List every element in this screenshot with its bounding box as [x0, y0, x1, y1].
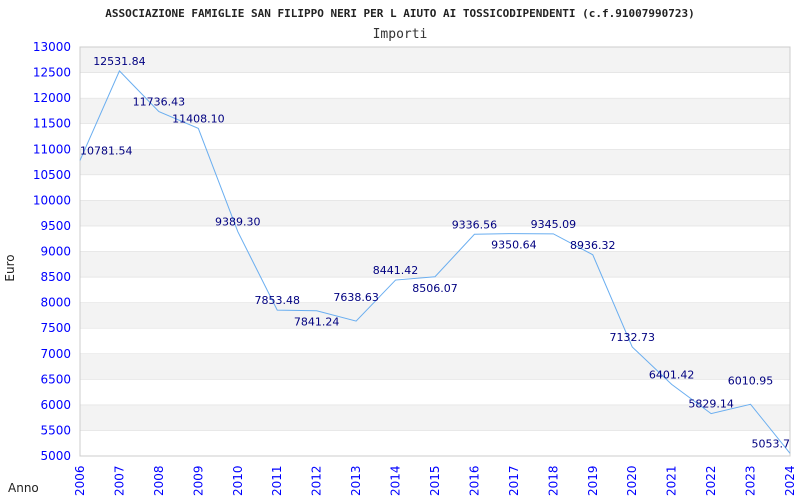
x-tick-label: 2018 [546, 465, 560, 496]
data-label: 9336.56 [452, 218, 498, 231]
data-label: 10781.54 [80, 144, 133, 157]
y-tick-label: 12000 [33, 91, 71, 105]
chart-title: ASSOCIAZIONE FAMIGLIE SAN FILIPPO NERI P… [105, 7, 694, 20]
grid-band [79, 174, 791, 201]
data-label: 9389.30 [215, 216, 261, 229]
y-tick-label: 11000 [33, 142, 71, 156]
y-tick-label: 6500 [40, 372, 71, 386]
x-tick-label: 2012 [310, 465, 324, 496]
x-tick-label: 2015 [428, 465, 442, 496]
data-label: 6010.95 [728, 374, 774, 387]
y-tick-label: 8000 [40, 296, 71, 310]
grid-band [79, 379, 791, 406]
grid-band [79, 302, 791, 329]
x-tick-label: 2017 [507, 465, 521, 496]
data-label: 7841.24 [294, 316, 340, 329]
y-tick-label: 6000 [40, 398, 71, 412]
grid-band [79, 149, 791, 176]
grid-band [79, 123, 791, 150]
x-tick-label: 2013 [349, 465, 363, 496]
data-label: 8936.32 [570, 239, 616, 252]
x-tick-label: 2021 [665, 465, 679, 496]
y-tick-label: 5000 [40, 449, 71, 463]
data-label: 9345.09 [531, 218, 577, 231]
chart-subtitle: Importi [373, 27, 428, 42]
data-label: 5053.7 [752, 437, 791, 450]
x-tick-label: 2020 [625, 465, 639, 496]
grid-band [79, 225, 791, 252]
grid-band [79, 251, 791, 278]
series-line [79, 70, 791, 454]
y-tick-label: 7000 [40, 347, 71, 361]
data-label: 7132.73 [609, 331, 655, 344]
x-tick-label: 2023 [744, 465, 758, 496]
y-tick-label: 8500 [40, 270, 71, 284]
x-tick-label: 2022 [704, 465, 718, 496]
grid-band [79, 327, 791, 354]
x-tick-label: 2024 [783, 465, 797, 496]
y-tick-label: 9000 [40, 245, 71, 259]
data-label: 7638.63 [333, 291, 379, 304]
x-axis-label: Anno [8, 481, 39, 495]
data-label: 8441.42 [373, 264, 419, 277]
x-tick-label: 2008 [152, 465, 166, 496]
y-tick-label: 13000 [33, 40, 71, 54]
y-tick-label: 11500 [33, 117, 71, 131]
y-tick-label: 9500 [40, 219, 71, 233]
data-label: 11736.43 [133, 96, 186, 109]
grid-band [79, 276, 791, 303]
y-tick-label: 12500 [33, 66, 71, 80]
x-tick-label: 2011 [270, 465, 284, 496]
grid-band [79, 404, 791, 431]
x-tick-label: 2010 [231, 465, 245, 496]
plot-frame [79, 46, 791, 457]
y-tick-label: 5500 [40, 423, 71, 437]
data-label: 8506.07 [412, 282, 458, 295]
x-tick-label: 2006 [73, 465, 87, 496]
data-label: 5829.14 [688, 398, 734, 411]
x-tick-label: 2019 [586, 465, 600, 496]
y-tick-label: 7500 [40, 321, 71, 335]
grid-band [79, 430, 791, 457]
data-label: 6401.42 [649, 368, 695, 381]
data-label: 9350.64 [491, 239, 537, 252]
x-tick-label: 2016 [467, 465, 481, 496]
x-tick-label: 2014 [389, 465, 403, 496]
y-tick-label: 10000 [33, 193, 71, 207]
y-axis-label: Euro [3, 254, 17, 281]
grid-band [79, 46, 791, 73]
x-tick-label: 2009 [191, 465, 205, 496]
data-label: 7853.48 [254, 294, 300, 307]
grid-band [79, 353, 791, 380]
data-label: 11408.10 [172, 112, 225, 125]
y-tick-label: 10500 [33, 168, 71, 182]
data-label: 12531.84 [93, 55, 146, 68]
grid-band [79, 72, 791, 99]
grid-band [79, 200, 791, 227]
x-tick-label: 2007 [112, 465, 126, 496]
